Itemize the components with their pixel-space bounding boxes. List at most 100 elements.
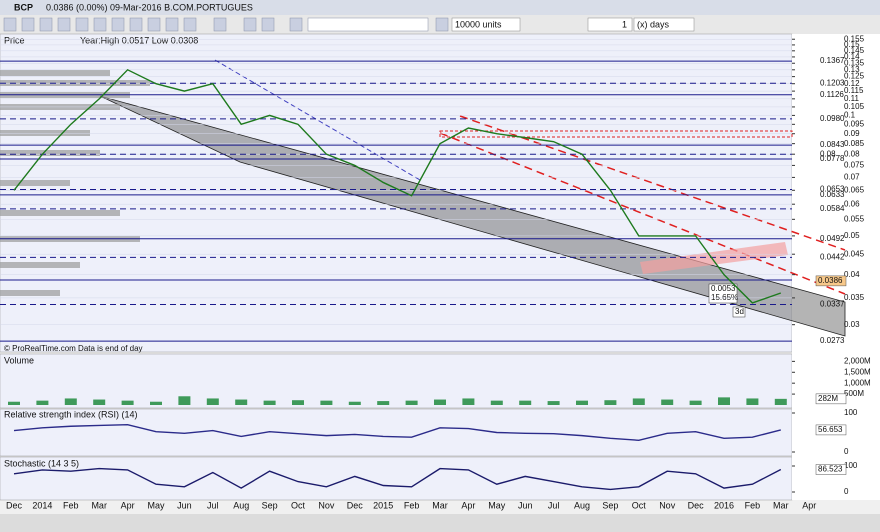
bar: [490, 400, 503, 405]
y-tick-label: 0.15: [844, 40, 860, 49]
step: 1: [622, 19, 627, 29]
level-label: 0.08: [820, 149, 836, 158]
footer-note: © ProRealTime.com Data is end of day: [4, 344, 143, 353]
x-tick-label: Jul: [207, 500, 219, 510]
x-tick-label: Mar: [432, 500, 448, 510]
y-tick-label: 0.125: [844, 72, 865, 81]
measure-percent: 15.65%: [711, 293, 738, 302]
x-tick-label: Sep: [602, 500, 618, 510]
series-line: [13, 68, 782, 304]
bar: [632, 398, 645, 405]
bar: [235, 399, 248, 405]
regression-channel: [99, 95, 846, 337]
level-label: 0.1126: [820, 90, 844, 99]
x-tick-label: Aug: [574, 500, 590, 510]
x-tick-label: Mar: [773, 500, 789, 510]
y-tick-label: 0.13: [844, 65, 860, 74]
step-input[interactable]: [587, 17, 633, 32]
y-tick-label: 0.145: [844, 46, 865, 55]
tool[interactable]: [183, 17, 197, 32]
units-input[interactable]: [451, 17, 521, 32]
period: (x) days: [637, 19, 670, 29]
last-value-box: [815, 275, 847, 287]
color-palette[interactable]: [307, 17, 429, 32]
measure-duration: 3d: [735, 307, 744, 316]
y-tick-label: 0.05: [844, 231, 860, 240]
bar: [178, 396, 191, 405]
volume-panel: [0, 353, 793, 409]
y-tick-label: 1,500M: [844, 367, 871, 376]
tool[interactable]: [289, 17, 303, 32]
bar: [718, 397, 730, 405]
x-tick-label: May: [147, 500, 165, 510]
level-label: 0.0980: [820, 114, 845, 123]
x-tick-label: 2016: [714, 500, 734, 510]
x-tick-label: 2015: [373, 500, 393, 510]
y-tick-label: 0: [844, 447, 849, 456]
tool[interactable]: [213, 17, 227, 32]
y-tick-label: 0.12: [844, 79, 860, 88]
y-tick-label: 0.075: [844, 161, 865, 170]
y-tick-label: 0.055: [844, 214, 865, 223]
tool[interactable]: [75, 17, 89, 32]
bar: [93, 399, 106, 405]
tool[interactable]: [3, 17, 17, 32]
scrollbar[interactable]: [0, 514, 880, 532]
duration-box: [732, 306, 746, 318]
x-tick-label: Nov: [659, 500, 676, 510]
tool[interactable]: [243, 17, 257, 32]
level-label: 0.0492: [820, 234, 845, 243]
measure-box: [708, 283, 738, 304]
bar: [434, 399, 446, 405]
x-tick-label: Nov: [318, 500, 335, 510]
x-tick-label: Feb: [63, 500, 79, 510]
last-value-box: [815, 393, 847, 405]
tool[interactable]: [129, 17, 143, 32]
bar: [121, 400, 134, 405]
last-value: 0.0386: [818, 276, 843, 285]
bar: [661, 399, 674, 405]
bar: [263, 400, 276, 405]
x-tick-label: Dec: [347, 500, 364, 510]
tool[interactable]: [165, 17, 179, 32]
y-tick-label: 0.115: [844, 86, 864, 95]
x-tick-label: Oct: [291, 500, 306, 510]
y-tick-label: 0.14: [844, 52, 860, 61]
x-tick-label: Mar: [91, 500, 107, 510]
tool[interactable]: [147, 17, 161, 32]
tool[interactable]: [111, 17, 125, 32]
tool[interactable]: [39, 17, 53, 32]
y-tick-label: 0.06: [844, 199, 860, 208]
x-tick-label: Dec: [6, 500, 23, 510]
bar: [576, 400, 588, 405]
tool[interactable]: [435, 17, 449, 32]
tool[interactable]: [21, 17, 35, 32]
level-label: 0.0337: [820, 300, 845, 309]
tool[interactable]: [261, 17, 275, 32]
y-tick-label: 0.045: [844, 249, 865, 258]
x-tick-label: Jun: [518, 500, 533, 510]
panel-title: Relative strength index (RSI) (14): [4, 409, 138, 419]
bar: [64, 398, 77, 405]
zone: [640, 242, 788, 274]
last-value: 86.523: [818, 465, 843, 474]
x-tick-label: May: [488, 500, 506, 510]
panel-title: Volume: [4, 355, 34, 365]
x-tick-label: Apr: [802, 500, 816, 510]
y-tick-label: 0.095: [844, 119, 865, 128]
x-tick-label: Sep: [262, 500, 278, 510]
level-label: 0.0442: [820, 252, 845, 261]
x-tick-label: Jun: [177, 500, 192, 510]
period-select[interactable]: [633, 17, 695, 32]
bar: [519, 400, 532, 405]
bar: [150, 401, 162, 405]
bar: [405, 400, 418, 405]
trend-line: [459, 115, 846, 251]
tool[interactable]: [57, 17, 71, 32]
y-tick-label: 0: [844, 487, 849, 496]
x-tick-label: Aug: [233, 500, 249, 510]
tool[interactable]: [93, 17, 107, 32]
y-tick-label: 100: [844, 408, 858, 417]
bar: [604, 400, 617, 405]
